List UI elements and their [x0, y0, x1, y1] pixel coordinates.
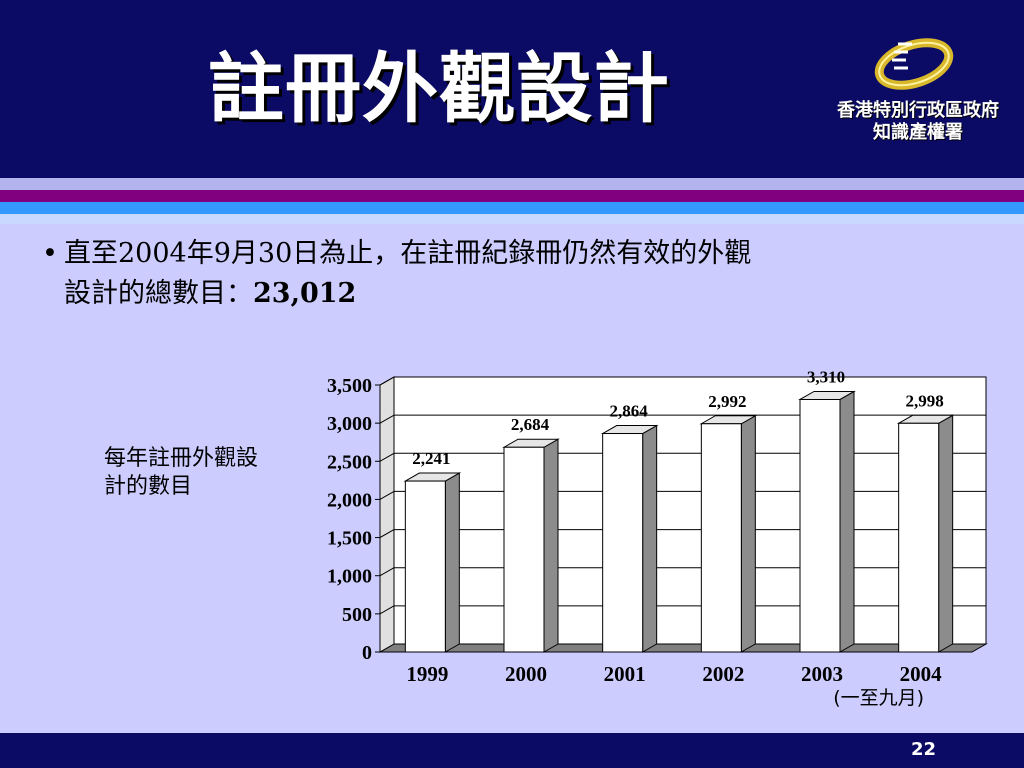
bar	[700, 423, 742, 653]
bar-value-label: 2,864	[610, 402, 649, 421]
x-note-label: (一至九月)	[833, 687, 924, 709]
x-tick-label: 2003	[801, 662, 843, 686]
chart-side-wall	[379, 376, 395, 653]
x-tick-label: 2001	[604, 662, 646, 686]
divider-stripe	[0, 178, 1024, 190]
gridline-side	[379, 414, 395, 424]
chart-side-label: 每年註冊外觀設計的數目	[104, 446, 259, 499]
x-tick-label: 2002	[702, 662, 744, 686]
chart-back-wall	[393, 376, 987, 645]
slide-title: 註冊外觀設計	[208, 44, 670, 133]
y-tick-label: 1,000	[327, 566, 372, 588]
y-tick-label: 3,000	[327, 413, 372, 435]
gridline-side	[379, 529, 395, 539]
divider-stripe	[0, 202, 1024, 214]
bar-value-label: 2,992	[708, 392, 746, 411]
bar-value-label: 2,241	[412, 449, 450, 468]
bar	[503, 446, 545, 653]
bar-side	[839, 390, 855, 653]
bar-side	[938, 414, 954, 653]
bullet-marker: •	[42, 238, 58, 269]
gridline-side	[379, 490, 395, 500]
logo-text-government: 香港特別行政區政府	[837, 100, 999, 121]
logo-text-ipd: 知識產權署	[873, 122, 963, 143]
chart-floor	[378, 643, 988, 653]
footer-bar	[0, 733, 1024, 768]
bar-value-label: 2,684	[511, 415, 550, 434]
bullet-line-1: 直至2004年9月30日為止，在註冊紀錄冊仍然有效的外觀	[64, 238, 752, 269]
ring-logo-icon	[874, 38, 954, 90]
y-tick-label: 3,500	[327, 375, 372, 397]
gridline-side	[379, 567, 395, 577]
bar-side	[543, 438, 559, 653]
gridline-side	[379, 452, 395, 462]
x-tick-label: 1999	[406, 662, 448, 686]
x-tick-label: 2000	[505, 662, 547, 686]
bar-value-label: 3,310	[807, 367, 845, 386]
bar	[602, 433, 644, 653]
bar-side	[444, 472, 460, 653]
y-tick-label: 2,500	[327, 451, 372, 473]
divider-stripe	[0, 190, 1024, 202]
y-tick-label: 500	[342, 604, 372, 626]
total-count: 23,012	[253, 278, 357, 309]
gridline-side	[379, 376, 395, 386]
bar-value-label: 2,998	[906, 391, 944, 410]
bullet-text: 直至2004年9月30日為止，在註冊紀錄冊仍然有效的外觀 設計的總數目：23,0…	[64, 234, 924, 314]
gridline-side	[379, 605, 395, 615]
divider-stripe	[0, 214, 1024, 224]
page-number: 22	[910, 739, 936, 760]
y-tick-label: 0	[362, 642, 372, 664]
bar-side	[740, 414, 756, 653]
x-tick-label: 2004	[900, 662, 943, 686]
bullet-line-2: 設計的總數目：23,012	[64, 274, 924, 314]
y-tick-label: 1,500	[327, 528, 372, 550]
bar	[404, 480, 446, 653]
title-banner	[0, 0, 1024, 178]
bar	[799, 398, 841, 653]
bar	[898, 422, 940, 653]
bar-side	[642, 424, 658, 653]
bar-chart: 0 500 1,000 1,500 2,000 2,500 3,000 3,500 2,241 1…	[327, 367, 988, 709]
y-tick-label: 2,000	[327, 489, 372, 511]
bullet-line-2-text: 設計的總數目：	[64, 278, 253, 309]
